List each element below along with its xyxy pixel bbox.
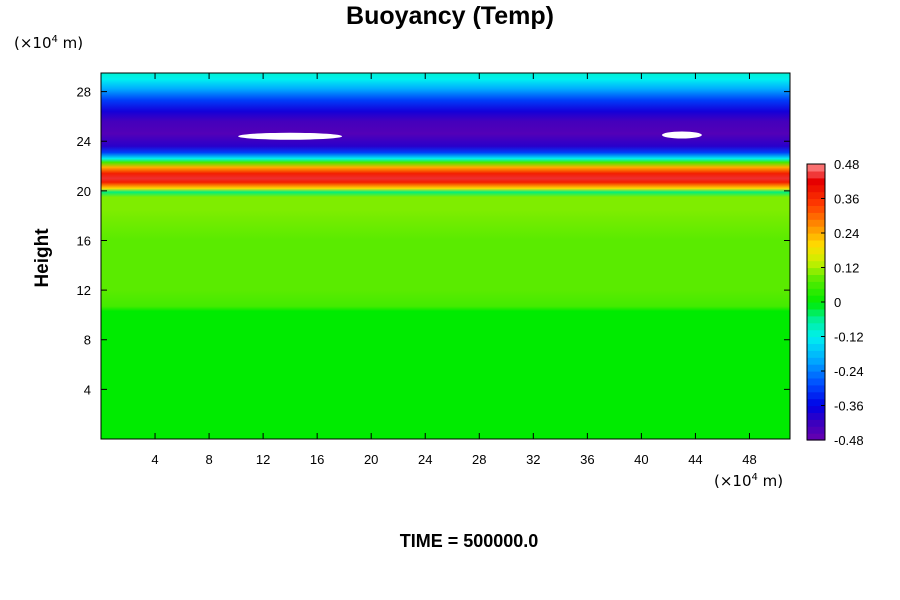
extreme-spot	[661, 131, 702, 139]
colorbar: 0.48 0.36 0.24 0.12 0 -0.12 -0.24 -0.36 -0.48	[806, 157, 864, 448]
time-label: TIME = 500000.0	[399, 531, 539, 551]
colorbar-segment	[807, 219, 825, 227]
colorbar-segment	[807, 191, 825, 200]
colorbar-segment	[807, 295, 825, 303]
colorbar-segment	[807, 226, 825, 234]
x-tick-label: 16	[310, 452, 324, 467]
colorbar-segment	[807, 371, 825, 379]
y-tick-label: 4	[84, 382, 91, 397]
colorbar-segment	[807, 184, 825, 193]
colorbar-segment	[807, 198, 825, 206]
x-tick-label: 8	[205, 452, 212, 467]
colorbar-segment	[807, 426, 825, 434]
colorbar-segment	[807, 267, 825, 275]
colorbar-segment	[807, 315, 825, 324]
colorbar-segment	[807, 343, 825, 351]
colorbar-segment	[807, 384, 825, 393]
x-tick-label: 48	[742, 452, 756, 467]
colorbar-tick-label: -0.48	[834, 433, 864, 448]
colorbar-tick-label: 0.24	[834, 226, 859, 241]
colorbar-segment	[807, 302, 825, 310]
colorbar-segment	[807, 288, 825, 296]
x-tick-label: 12	[256, 452, 270, 467]
colorbar-segment	[807, 308, 825, 317]
x-tick-label: 20	[364, 452, 378, 467]
colorbar-segment	[807, 239, 825, 248]
colorbar-segment	[807, 205, 825, 213]
colorbar-segment	[807, 260, 825, 269]
colorbar-segment	[807, 329, 825, 338]
y-tick-label: 8	[84, 333, 91, 348]
colorbar-segment	[807, 412, 825, 420]
colorbar-segment	[807, 274, 825, 282]
y-tick-label: 12	[77, 283, 91, 298]
colorbar-segment	[807, 336, 825, 344]
x-tick-label: 28	[472, 452, 486, 467]
colorbar-tick-label: 0.36	[834, 192, 859, 207]
colorbar-segment	[807, 377, 825, 386]
x-tick-label: 36	[580, 452, 594, 467]
colorbar-tick-label: -0.36	[834, 399, 864, 414]
y-tick-label: 28	[77, 85, 91, 100]
heatmap-field	[101, 73, 790, 439]
colorbar-segment	[807, 364, 825, 372]
y-tick-label: 20	[77, 184, 91, 199]
extreme-spot	[238, 132, 343, 140]
colorbar-segment	[807, 398, 825, 407]
colorbar-segment	[807, 253, 825, 262]
plot-frame	[100, 72, 791, 440]
colorbar-segment	[807, 246, 825, 255]
colorbar-segment	[807, 164, 825, 172]
x-axis-unit: (×104 m)	[714, 472, 784, 490]
colorbar-segment	[807, 357, 825, 365]
colorbar-tick-label: -0.24	[834, 364, 864, 379]
chart-title: Buoyancy (Temp)	[346, 2, 554, 30]
x-tick-label: 32	[526, 452, 540, 467]
colorbar-segment	[807, 212, 825, 220]
colorbar-tick-label: 0	[834, 295, 841, 310]
colorbar-segment	[807, 350, 825, 358]
colorbar-segment	[807, 233, 825, 241]
colorbar-tick-label: 0.12	[834, 261, 859, 276]
y-tick-label: 24	[77, 134, 91, 149]
colorbar-segment	[807, 405, 825, 413]
heatmap-background	[101, 73, 790, 439]
colorbar-segment	[807, 177, 825, 186]
y-axis-unit: (×104 m)	[14, 34, 84, 52]
colorbar-segment	[807, 281, 825, 289]
x-tick-label: 4	[151, 452, 158, 467]
x-tick-label: 44	[688, 452, 702, 467]
colorbar-segment	[807, 419, 825, 427]
x-tick-label: 24	[418, 452, 432, 467]
x-tick-label: 40	[634, 452, 648, 467]
colorbar-segment	[807, 322, 825, 331]
colorbar-segment	[807, 170, 825, 179]
colorbar-segment	[807, 433, 825, 441]
colorbar-tick-label: 0.48	[834, 157, 859, 172]
colorbar-segment	[807, 391, 825, 400]
y-tick-label: 16	[77, 233, 91, 248]
colorbar-tick-label: -0.12	[834, 330, 864, 345]
